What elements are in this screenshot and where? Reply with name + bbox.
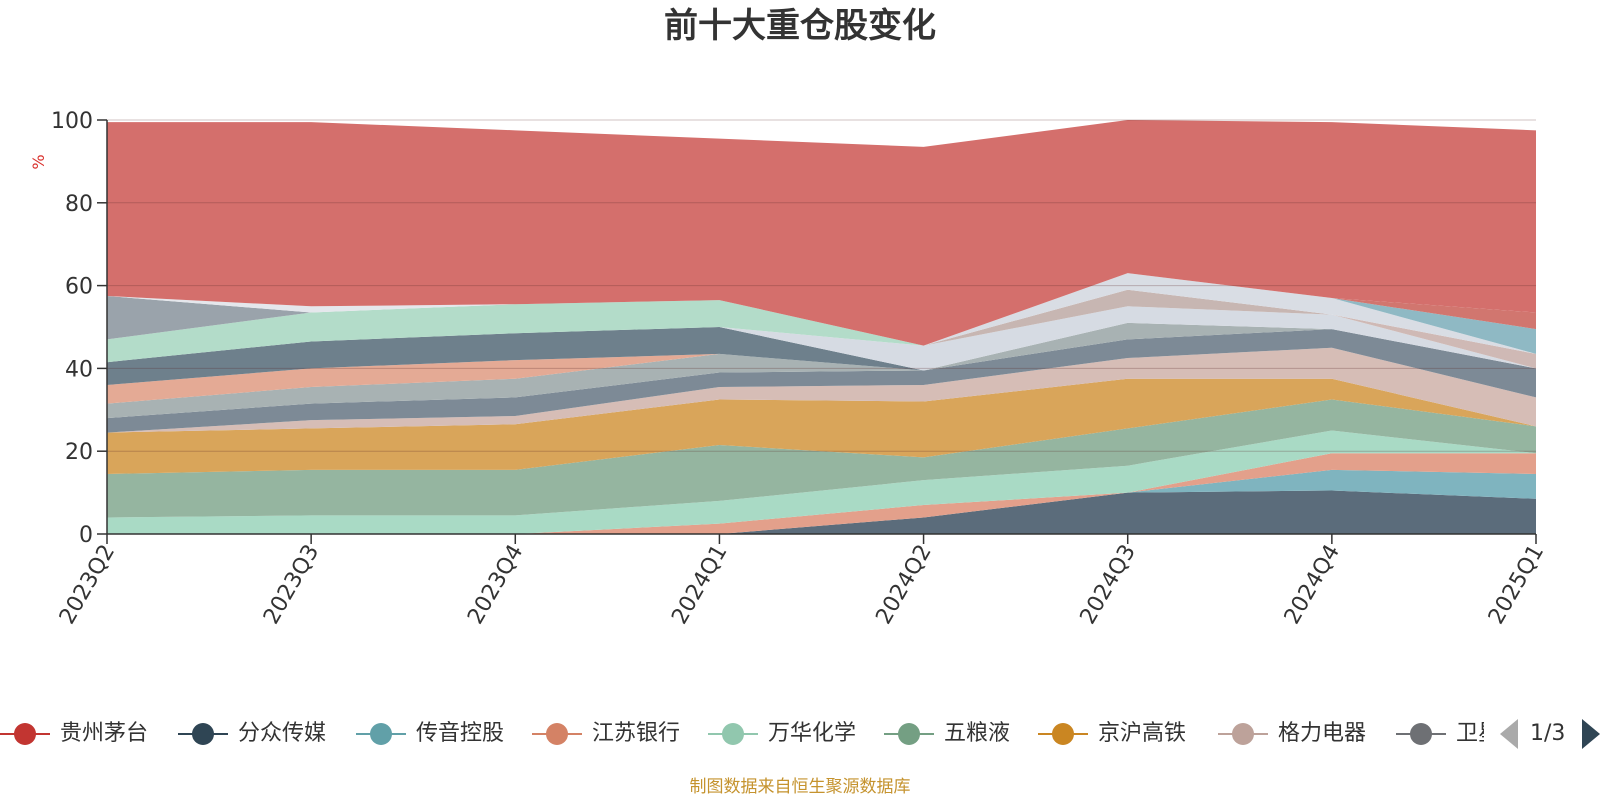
grid-lines: [107, 119, 1536, 452]
x-tick-label: 2024Q1: [667, 541, 732, 629]
y-tick-label: 60: [65, 275, 93, 300]
legend-circle-icon: [1052, 723, 1074, 745]
legend-pager: 1/3: [1500, 714, 1600, 754]
x-tick-label: 2025Q1: [1484, 541, 1549, 629]
source-note: 制图数据来自恒生聚源数据库: [689, 777, 911, 797]
area-series-4: [107, 430, 1536, 534]
legend-label: 格力电器: [1278, 721, 1367, 746]
legend: 贵州茅台 分众传媒 传音控股 江苏银行 万华化学 五粮液 京沪高铁 格力电器 卫星化学 1/3: [0, 714, 1600, 754]
area-series-11: [107, 322, 1536, 385]
legend-page-indicator: 1/3: [1530, 721, 1566, 746]
legend-circle-icon: [898, 723, 920, 745]
y-tick-label: 100: [51, 109, 93, 134]
area-series-8: [107, 329, 1536, 433]
x-tick-label: 2023Q2: [55, 541, 120, 629]
area-series-15: [107, 300, 1536, 363]
legend-circle-icon: [722, 723, 744, 745]
area-series-12: [107, 306, 1536, 371]
area-series-5: [107, 399, 1536, 518]
y-tick-label: 20: [65, 440, 93, 465]
x-tick-label: 2023Q4: [463, 541, 528, 629]
y-tick-label: 0: [79, 523, 93, 548]
area-series-7: [107, 347, 1536, 433]
x-tick-label: 2024Q4: [1280, 541, 1345, 629]
area-series-22: [107, 120, 1536, 346]
area-series-3: [107, 453, 1536, 534]
legend-circle-icon: [370, 723, 392, 745]
x-tick-label: 2024Q2: [871, 541, 936, 629]
legend-items: 贵州茅台 分众传媒 传音控股 江苏银行 万华化学 五粮液 京沪高铁 格力电器 卫星化学: [0, 714, 1484, 754]
x-tick-label: 2023Q3: [259, 541, 324, 629]
legend-circle-icon: [1232, 723, 1254, 745]
y-tick-label: 80: [65, 192, 93, 217]
legend-circle-icon: [192, 723, 214, 745]
legend-label: 卫星化学: [1456, 721, 1484, 746]
area-series-19: [107, 273, 1536, 354]
area-series-9: [107, 322, 1536, 419]
y-tick-labels: 0 20 40 60 80 100: [51, 109, 107, 548]
chart-title: 前十大重仓股变化: [664, 6, 936, 46]
legend-circle-icon: [546, 723, 568, 745]
legend-label: 传音控股: [416, 721, 505, 746]
legend-label: 京沪高铁: [1098, 721, 1187, 746]
legend-circle-icon: [1410, 723, 1432, 745]
legend-label: 贵州茅台: [60, 721, 149, 746]
legend-label: 五粮液: [944, 721, 1011, 746]
legend-label: 江苏银行: [592, 721, 681, 746]
legend-next-arrow-icon[interactable]: [1582, 719, 1600, 749]
x-tick-labels: 2023Q2 2023Q3 2023Q4 2024Q1 2024Q2 2024Q3 2024…: [55, 534, 1549, 629]
area-layers: [107, 120, 1536, 534]
y-tick-label: 40: [65, 357, 93, 382]
axes: [106, 120, 1536, 535]
legend-label: 万华化学: [768, 721, 857, 746]
area-series-18: [107, 289, 1536, 354]
legend-label: 分众传媒: [238, 721, 327, 746]
y-axis-label: %: [29, 154, 48, 169]
legend-prev-arrow-icon[interactable]: [1500, 719, 1518, 749]
area-series-2: [107, 469, 1536, 534]
x-tick-label: 2024Q3: [1076, 541, 1141, 629]
area-series-6: [107, 378, 1536, 474]
area-series-1: [107, 490, 1536, 534]
legend-circle-icon: [14, 723, 36, 745]
